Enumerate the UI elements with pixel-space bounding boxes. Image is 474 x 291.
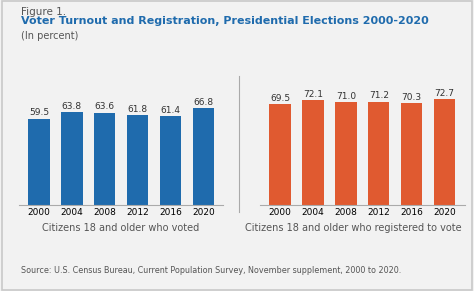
Bar	[434, 100, 455, 205]
Text: (In percent): (In percent)	[21, 31, 79, 40]
Text: 59.5: 59.5	[29, 109, 49, 117]
Text: 70.3: 70.3	[401, 93, 422, 102]
Text: Citizens 18 and older who registered to vote: Citizens 18 and older who registered to …	[245, 223, 462, 233]
Bar	[127, 115, 148, 205]
Bar	[302, 100, 324, 205]
Text: 71.2: 71.2	[369, 91, 389, 100]
Text: Voter Turnout and Registration, Presidential Elections 2000-2020: Voter Turnout and Registration, Presiden…	[21, 16, 429, 26]
Text: Citizens 18 and older who voted: Citizens 18 and older who voted	[42, 223, 200, 233]
Text: Figure 1.: Figure 1.	[21, 7, 66, 17]
Text: 69.5: 69.5	[270, 94, 290, 103]
Text: 71.0: 71.0	[336, 92, 356, 101]
Bar	[94, 113, 115, 205]
Text: 63.6: 63.6	[95, 102, 115, 111]
Text: 72.1: 72.1	[303, 90, 323, 99]
Bar	[28, 119, 50, 205]
Text: 63.8: 63.8	[62, 102, 82, 111]
Bar	[192, 108, 214, 205]
Bar	[335, 102, 356, 205]
Bar	[368, 102, 390, 205]
Bar	[160, 116, 181, 205]
Text: 72.7: 72.7	[435, 89, 455, 98]
Bar	[269, 104, 291, 205]
Text: 66.8: 66.8	[193, 98, 213, 107]
Text: 61.8: 61.8	[128, 105, 148, 114]
Text: Source: U.S. Census Bureau, Current Population Survey, November supplement, 2000: Source: U.S. Census Bureau, Current Popu…	[21, 266, 401, 275]
Bar	[61, 112, 82, 205]
Bar	[401, 103, 422, 205]
Text: 61.4: 61.4	[161, 106, 181, 115]
